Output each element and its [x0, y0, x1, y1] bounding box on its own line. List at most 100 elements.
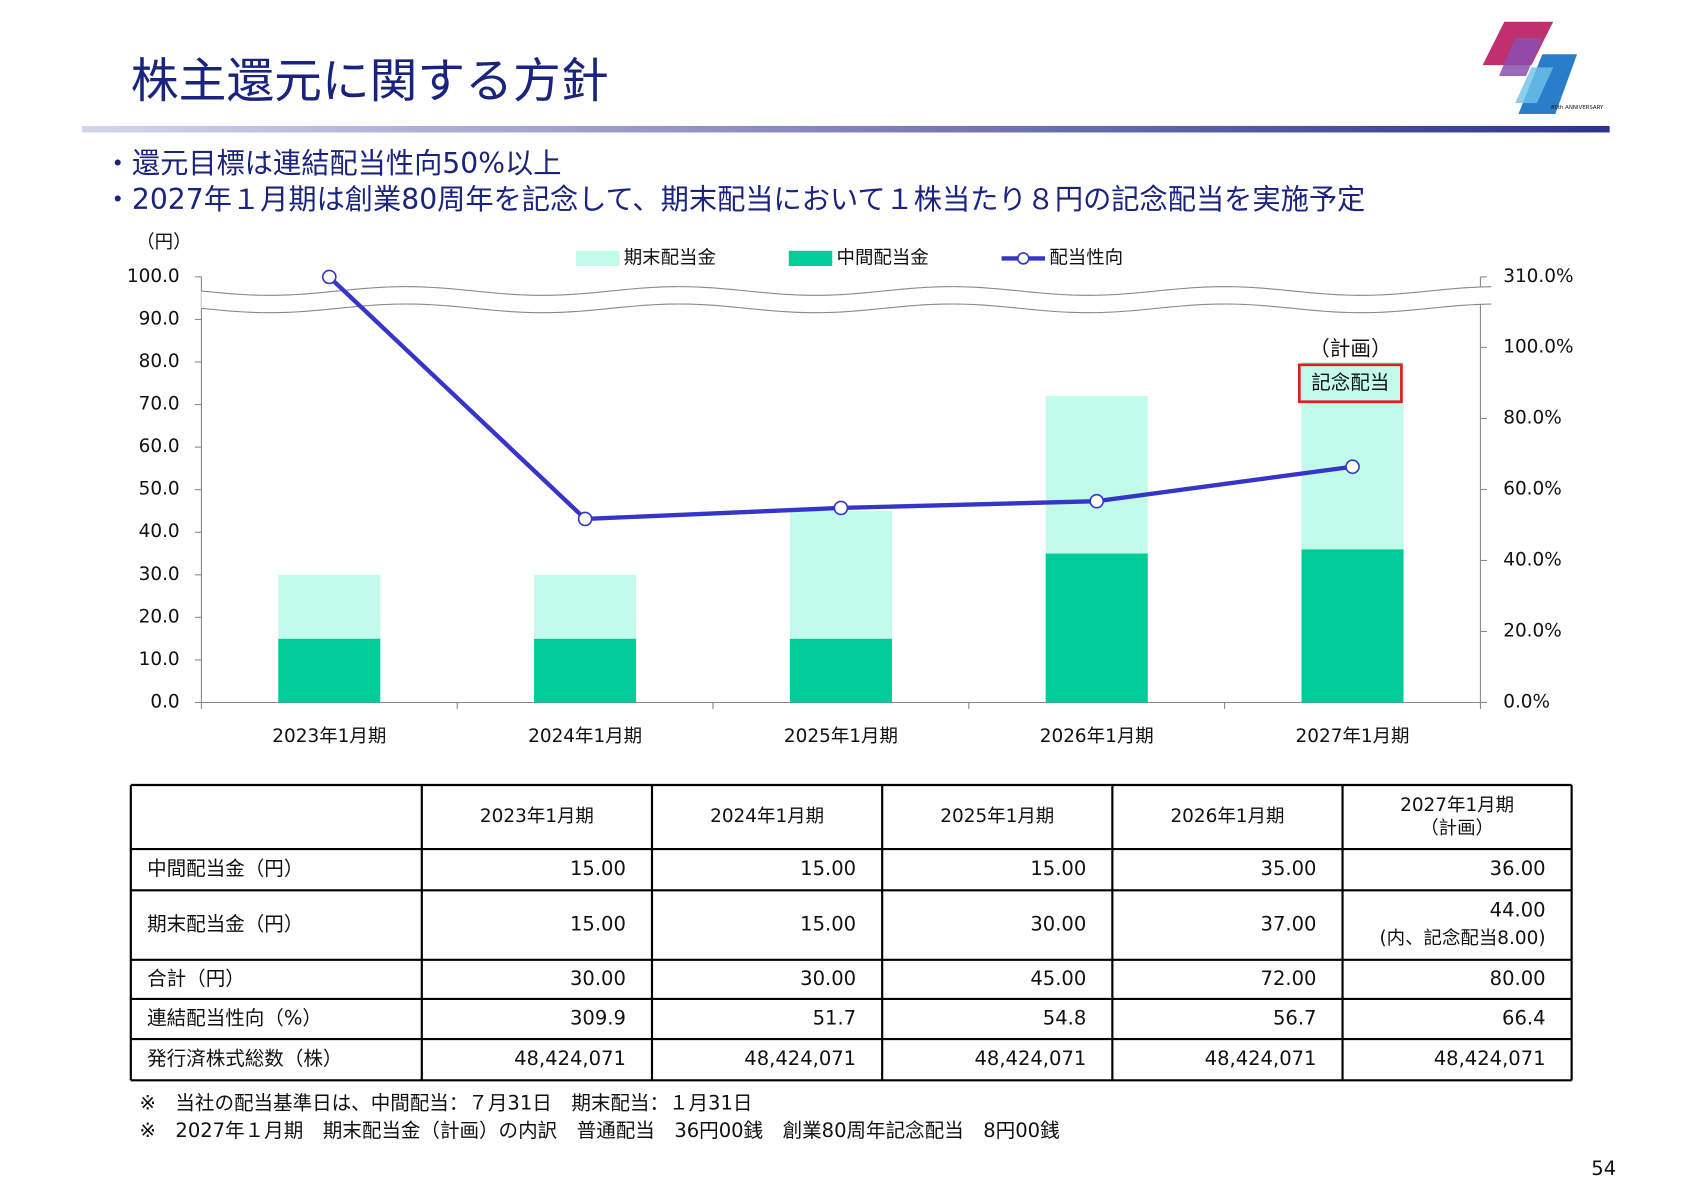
- table-cell: 80.00: [1490, 967, 1546, 990]
- line: [327, 275, 1353, 522]
- line-point: [321, 269, 337, 285]
- bullet: ・還元目標は連結配当性向50%以上: [104, 147, 562, 180]
- row-label: 連結配当性向（%）: [147, 1006, 322, 1029]
- column-header: 2026年1月期: [1170, 806, 1284, 827]
- bar: [534, 574, 637, 639]
- y-tick-label: 70.0: [139, 394, 180, 415]
- y2-tick-label: 20.0%: [1503, 620, 1562, 641]
- legend-label: 中間配当金: [837, 247, 929, 268]
- legend-label: 期末配当金: [624, 247, 716, 268]
- table-cell: 30.00: [570, 967, 626, 990]
- annotation: （計画）: [1309, 337, 1391, 361]
- line-point: [1345, 459, 1360, 475]
- y-unit-label: （円）: [136, 232, 191, 253]
- bar: [789, 638, 892, 703]
- logo: 80th ANNIVERSARY: [1482, 21, 1604, 115]
- x-tick-label: 2024年1月期: [528, 726, 642, 747]
- table-cell: 15.00: [800, 857, 856, 880]
- x-tick-label: 2026年1月期: [1040, 726, 1154, 747]
- table-cell: 48,424,071: [744, 1047, 856, 1070]
- y-tick-label: 0.0: [150, 691, 179, 712]
- bar: [534, 638, 637, 703]
- legend-label: 配当性向: [1049, 247, 1123, 268]
- x-tick-label: 2023年1月期: [272, 726, 386, 747]
- y-tick-label: 90.0: [139, 308, 180, 329]
- table-cell: 30.00: [1030, 913, 1086, 936]
- line-point: [1089, 493, 1105, 509]
- table-cell: 45.00: [1030, 967, 1086, 990]
- line-point: [833, 500, 849, 516]
- cell-note: (内、記念配当8.00): [1379, 927, 1545, 949]
- table-cell: 54.8: [1043, 1006, 1087, 1029]
- axis-break: [201, 286, 1492, 313]
- table-cell: 48,424,071: [514, 1047, 626, 1070]
- y-tick-label: 40.0: [139, 521, 180, 542]
- table-cell: 44.00: [1490, 898, 1546, 921]
- row-label: 合計（円）: [147, 967, 245, 990]
- column-header: 2025年1月期: [940, 806, 1054, 827]
- legend-swatch: [788, 250, 833, 267]
- footnote: ※ 2027年１月期 期末配当金（計画）の内訳 普通配当 36円00銭 創業80…: [140, 1119, 1060, 1142]
- y-tick-label: 50.0: [139, 479, 180, 500]
- y2-tick-label: 100.0%: [1503, 336, 1573, 357]
- axis-break-edge: [201, 286, 1492, 296]
- y-tick-label: 80.0: [139, 351, 180, 372]
- table-cell: 36.00: [1490, 857, 1546, 880]
- table-cell: 66.4: [1502, 1006, 1546, 1029]
- table-cell: 15.00: [1030, 857, 1086, 880]
- column-header: 2027年1月期: [1400, 795, 1514, 816]
- bar: [1045, 553, 1148, 703]
- table-cell: 56.7: [1273, 1006, 1317, 1029]
- table: 2023年1月期 2024年1月期 2025年1月期 2026年1月期 2027年1月期…: [129, 783, 1573, 1082]
- y2-tick-label: 60.0%: [1503, 478, 1562, 499]
- y-tick-label: 10.0: [139, 649, 180, 670]
- table-cell: 37.00: [1261, 913, 1317, 936]
- y2-tick-label: 0.0%: [1503, 691, 1550, 712]
- bar: [278, 574, 381, 639]
- annotation: 記念配当: [1311, 371, 1389, 394]
- legend-swatch: [575, 250, 620, 267]
- title: 株主還元に関する方針: [131, 55, 609, 110]
- table-cell: 48,424,071: [1205, 1047, 1317, 1070]
- y-tick-label: 30.0: [139, 564, 180, 585]
- row-label: 中間配当金（円）: [147, 857, 303, 880]
- y-tick-label: 60.0: [139, 436, 180, 457]
- table-cell: 15.00: [570, 913, 626, 936]
- table-cell: 35.00: [1261, 857, 1317, 880]
- column-header: 2023年1月期: [480, 806, 594, 827]
- y2-tick-label: 40.0%: [1503, 549, 1562, 570]
- y-tick-label: 100.0: [127, 266, 180, 287]
- x-tick-label: 2025年1月期: [784, 726, 898, 747]
- table-cell: 15.00: [800, 913, 856, 936]
- footnote: ※ 当社の配当基準日は、中間配当：７月31日 期末配当：１月31日: [140, 1092, 753, 1115]
- x-tick-label: 2027年1月期: [1296, 726, 1410, 747]
- legend-point: [1017, 252, 1030, 265]
- column-note: （計画）: [1420, 818, 1494, 839]
- bar: [278, 638, 381, 703]
- table-cell: 51.7: [813, 1006, 856, 1029]
- table-cell: 30.00: [800, 967, 856, 990]
- row-label: 発行済株式総数（株）: [147, 1047, 342, 1070]
- y2-tick-label: 310.0%: [1503, 266, 1573, 287]
- bar: [1045, 396, 1148, 554]
- y2-tick-label: 80.0%: [1503, 407, 1562, 428]
- line-point: [577, 511, 593, 527]
- logo-caption: 80th ANNIVERSARY: [1551, 105, 1604, 111]
- axis-break-edge: [201, 303, 1492, 314]
- title-rule: [81, 125, 1610, 133]
- y-tick-label: 20.0: [139, 606, 180, 627]
- table-cell: 48,424,071: [974, 1047, 1086, 1070]
- table-cell: 72.00: [1261, 967, 1317, 990]
- table-cell: 15.00: [570, 857, 626, 880]
- table-cell: 48,424,071: [1434, 1047, 1546, 1070]
- bullet: ・2027年１月期は創業80周年を記念して、期末配当において１株当たり８円の記念…: [104, 183, 1366, 216]
- table-cell: 309.9: [570, 1006, 626, 1029]
- bar: [789, 510, 892, 639]
- page-number: 54: [1591, 1157, 1616, 1180]
- row-label: 期末配当金（円）: [147, 913, 303, 936]
- column-header: 2024年1月期: [710, 806, 824, 827]
- bar: [1301, 549, 1404, 703]
- annotation-box: [1297, 363, 1403, 404]
